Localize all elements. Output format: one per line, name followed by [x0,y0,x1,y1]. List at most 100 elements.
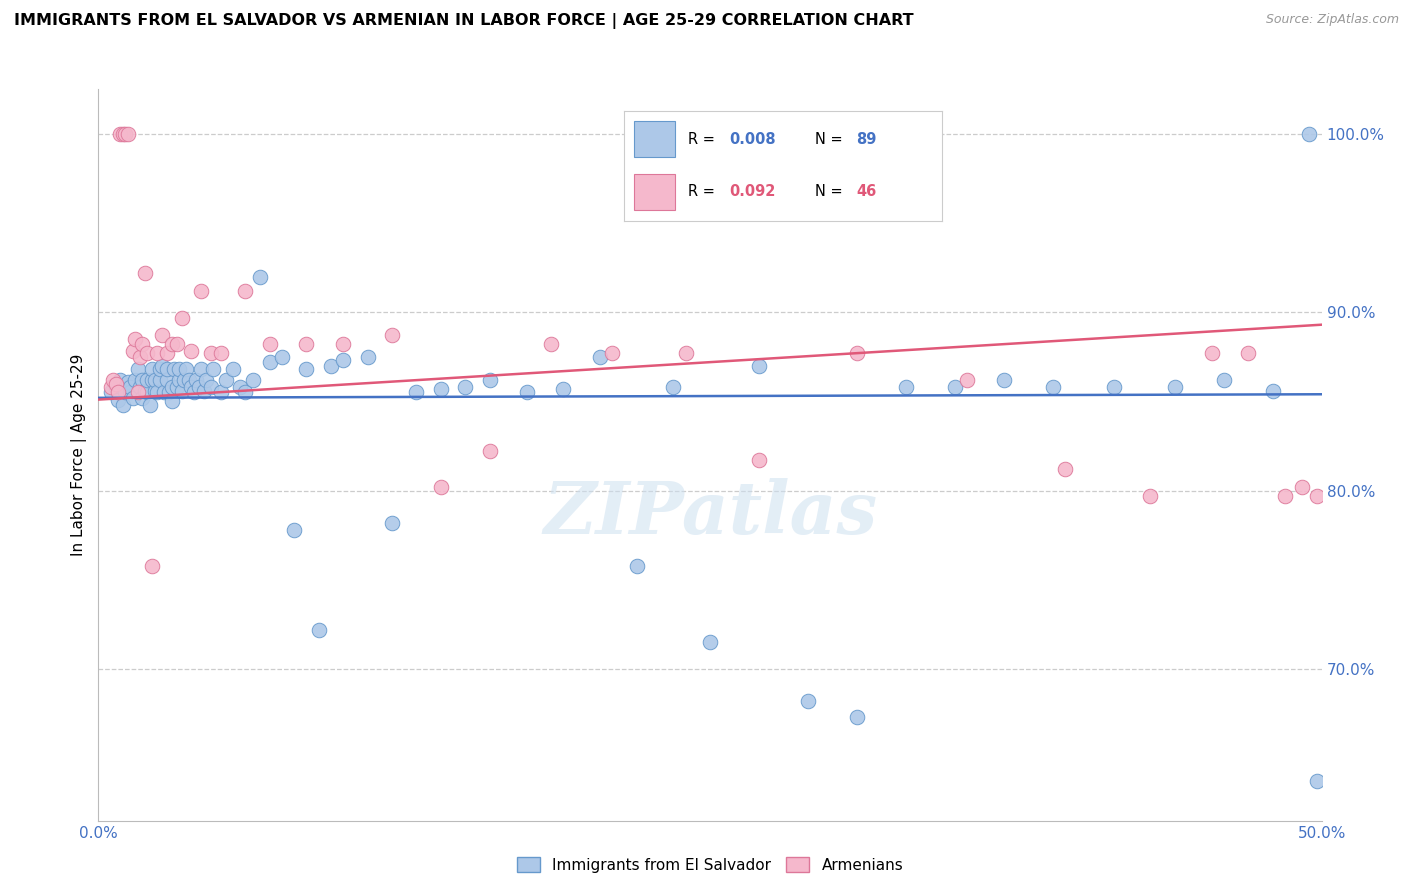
Point [180,344,202,359]
Point [156,362,179,376]
Point [136,373,159,387]
Point [134,266,156,280]
Point [222,362,245,376]
Point [1102,380,1125,394]
Point [1053,462,1076,476]
Point [186,373,208,387]
Point [157,385,180,400]
Point [1212,373,1234,387]
Point [163,362,186,376]
Point [129,350,152,364]
Point [141,373,163,387]
Point [114,385,136,400]
Point [117,375,139,389]
Point [200,380,222,394]
Point [160,394,183,409]
Point [107,385,129,400]
Point [129,380,152,394]
Point [1261,384,1284,398]
Point [993,373,1015,387]
Point [259,355,281,369]
Point [259,337,281,351]
Point [242,373,264,387]
Point [319,359,342,373]
Point [127,385,149,400]
Point [143,384,166,398]
Point [160,380,183,394]
Point [295,337,318,351]
Point [153,385,176,400]
Point [120,385,142,400]
Point [160,337,183,351]
Point [478,444,501,458]
Point [600,346,623,360]
Point [114,127,136,141]
Point [626,558,648,573]
Point [356,350,378,364]
Text: 0.008: 0.008 [730,132,776,146]
Text: IMMIGRANTS FROM EL SALVADOR VS ARMENIAN IN LABOR FORCE | AGE 25-29 CORRELATION C: IMMIGRANTS FROM EL SALVADOR VS ARMENIAN … [14,13,914,29]
Point [149,362,172,376]
Point [229,380,252,394]
Point [131,373,153,387]
Point [845,346,868,360]
Point [589,350,612,364]
Point [107,392,129,407]
Point [110,373,132,387]
Point [136,346,159,360]
Point [124,332,146,346]
Point [143,373,166,387]
Point [110,127,132,141]
Point [200,346,222,360]
Point [187,380,209,394]
Point [332,353,354,368]
Point [202,362,225,376]
Point [662,380,685,394]
Point [1042,380,1064,394]
Point [180,380,202,394]
Point [233,284,256,298]
Point [797,694,820,708]
Point [166,380,188,394]
Text: N =: N = [815,185,848,199]
Point [332,337,354,351]
Point [308,623,330,637]
Point [430,480,453,494]
Point [100,380,122,394]
Point [1164,380,1187,394]
Point [190,362,212,376]
Point [124,373,146,387]
Point [675,346,697,360]
Point [1306,774,1329,789]
Text: R =: R = [688,132,720,146]
Point [146,346,169,360]
Point [141,558,163,573]
Point [454,380,477,394]
Point [540,337,562,351]
Point [176,362,198,376]
Point [249,269,271,284]
Point [209,346,232,360]
Point [209,385,232,400]
Point [117,127,139,141]
Bar [634,121,675,157]
Text: 0.092: 0.092 [730,185,776,199]
Point [214,373,236,387]
Point [127,362,149,376]
Point [956,373,979,387]
Point [121,344,143,359]
Point [139,398,162,412]
Point [233,385,256,400]
Point [295,362,318,376]
Point [270,350,294,364]
Point [131,337,153,351]
Text: 46: 46 [856,185,877,199]
Point [166,337,188,351]
Point [111,127,134,141]
Point [173,373,195,387]
Point [150,359,173,373]
Point [170,384,193,398]
Point [381,328,404,343]
Point [167,373,190,387]
Point [381,516,404,530]
